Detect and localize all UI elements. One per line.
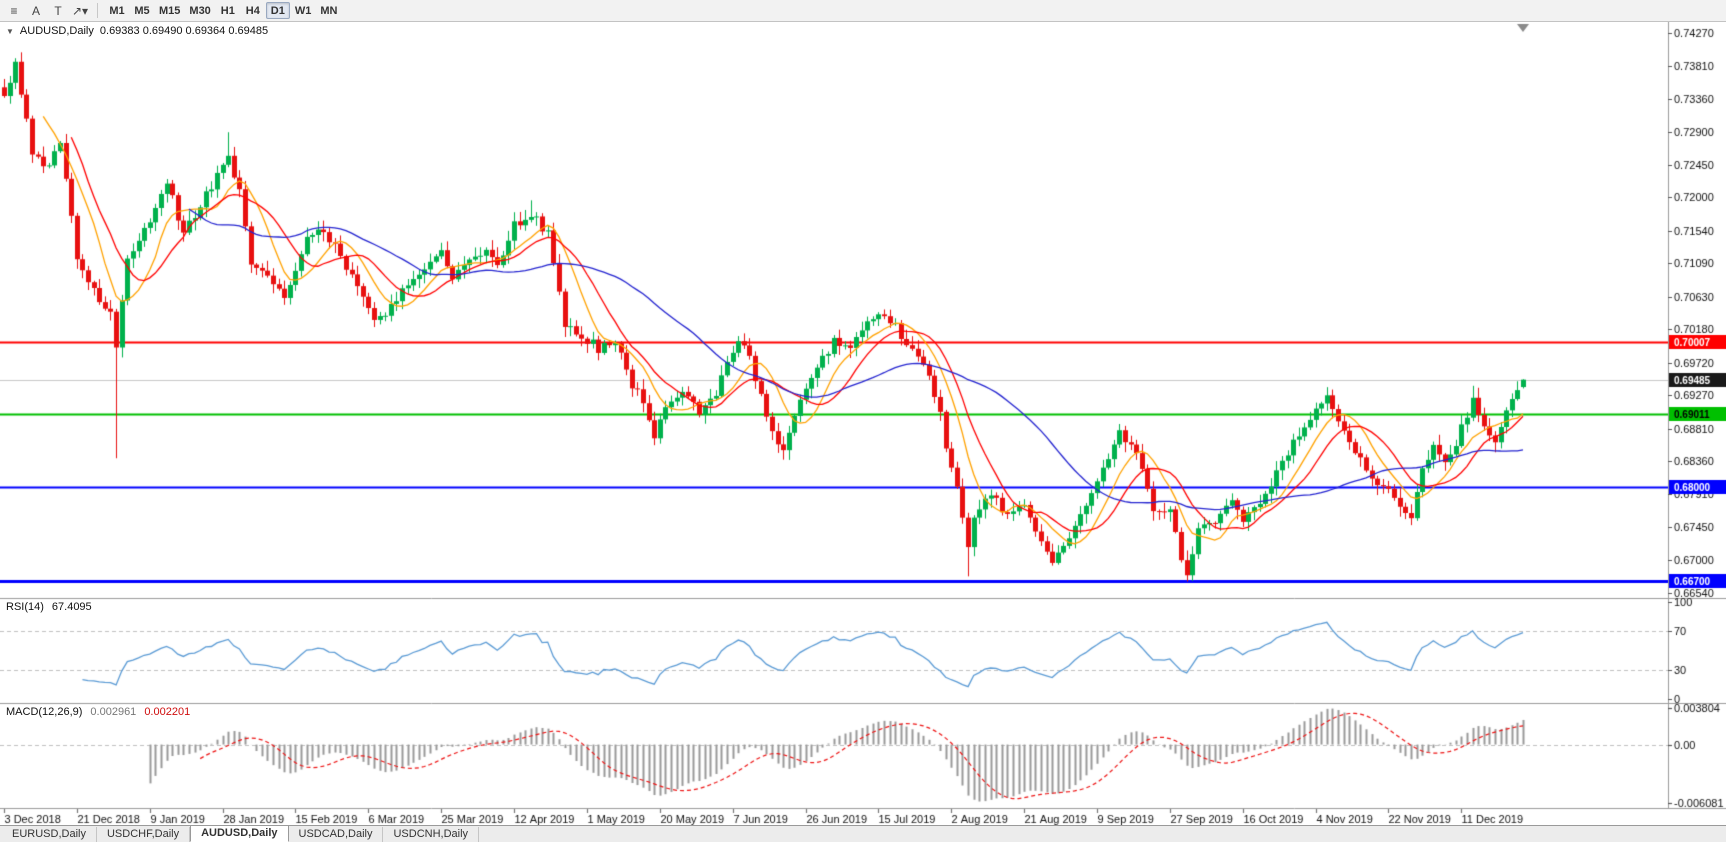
text-tool-icon[interactable]: T bbox=[54, 3, 62, 18]
chart-tabs: EURUSD,Daily USDCHF,Daily AUDUSD,Daily USDC… bbox=[0, 825, 1726, 842]
annotation-arrow-icon[interactable]: A bbox=[31, 3, 40, 18]
tab-eurusd[interactable]: EURUSD,Daily bbox=[2, 827, 97, 842]
tab-usdcad[interactable]: USDCAD,Daily bbox=[289, 827, 384, 842]
charts-list-icon[interactable]: ≡ bbox=[10, 3, 18, 18]
timeframe-h1-button[interactable]: H1 bbox=[220, 4, 235, 17]
timeframe-m15-button[interactable]: M15 bbox=[159, 4, 181, 17]
chart-canvas[interactable] bbox=[0, 22, 1726, 825]
arrows-dropdown-icon[interactable]: ↗▾ bbox=[71, 3, 89, 18]
toolbar: ≡ A T ↗▾ M1 M5 M15 M30 H1 H4 D1 W1 MN bbox=[0, 0, 1726, 22]
timeframe-d1-button[interactable]: D1 bbox=[265, 2, 290, 19]
tab-usdchf[interactable]: USDCHF,Daily bbox=[97, 827, 191, 842]
timeframe-buttons: M1 M5 M15 M30 H1 H4 D1 W1 MN bbox=[105, 2, 341, 19]
timeframe-m1-button[interactable]: M1 bbox=[109, 4, 125, 17]
tool-buttons: ≡ A T ↗▾ bbox=[4, 2, 90, 20]
timeframe-m5-button[interactable]: M5 bbox=[134, 4, 150, 17]
toolbar-separator bbox=[97, 3, 98, 18]
timeframe-mn-button[interactable]: MN bbox=[320, 4, 338, 17]
timeframe-m30-button[interactable]: M30 bbox=[189, 4, 211, 17]
tab-audusd[interactable]: AUDUSD,Daily bbox=[190, 825, 289, 842]
timeframe-h4-button[interactable]: H4 bbox=[245, 4, 260, 17]
timeframe-w1-button[interactable]: W1 bbox=[294, 4, 312, 17]
tab-usdcnh[interactable]: USDCNH,Daily bbox=[383, 827, 480, 842]
